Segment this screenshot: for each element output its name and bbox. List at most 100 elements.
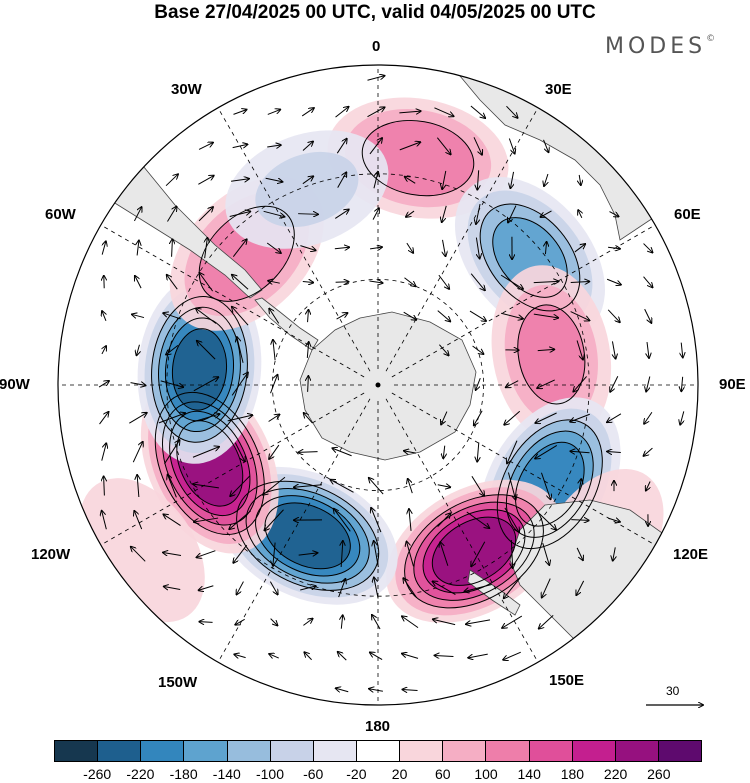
wind-vector-arrow <box>137 475 139 498</box>
wind-vector-arrow <box>535 412 557 423</box>
wind-vector-arrow <box>466 619 491 624</box>
wind-vector-arrow <box>372 615 381 630</box>
wind-vector-arrow <box>433 581 456 595</box>
meridian-line <box>385 398 539 663</box>
colorbar-tick-label: 180 <box>560 766 585 782</box>
wind-vector-arrow <box>404 451 417 453</box>
wind-vector-arrow <box>369 281 383 283</box>
wind-vector-arrow <box>338 579 346 598</box>
wind-vector-arrow <box>437 513 451 527</box>
wind-vector-arrow <box>102 511 107 530</box>
wind-vector-arrow <box>199 585 214 591</box>
wind-vector-arrow <box>542 578 551 598</box>
wind-vector-arrow <box>234 442 244 462</box>
anomaly-contour-line <box>245 487 370 584</box>
wind-vector-arrow <box>196 308 217 324</box>
wind-vector-arrow <box>443 239 446 256</box>
map-title: Base 27/04/2025 00 UTC, valid 04/05/2025… <box>154 2 596 23</box>
wind-vector-arrow <box>160 380 183 387</box>
wind-vector-arrow <box>539 615 554 628</box>
meridian-line <box>217 398 371 663</box>
wind-vector-arrow <box>263 476 286 494</box>
wind-vector-arrow <box>335 282 349 283</box>
wind-vector-arrow <box>437 310 451 322</box>
wind-vector-arrow <box>403 578 418 599</box>
brand-name: MODES <box>605 34 707 59</box>
wind-vector-arrow <box>298 452 318 453</box>
wind-vector-arrow <box>508 205 517 223</box>
wind-vector-arrow <box>535 510 556 529</box>
wind-vector-arrow <box>102 311 106 322</box>
wind-vector-arrow <box>307 342 308 358</box>
wind-vector-arrow <box>511 539 512 568</box>
wind-vector-arrow <box>537 349 555 350</box>
wind-vector-arrow <box>197 550 216 558</box>
wind-vector-arrow <box>194 517 219 522</box>
wind-vector-arrow <box>438 274 449 289</box>
wind-vector-arrow <box>172 239 173 257</box>
wind-vector-arrow <box>371 508 382 533</box>
wind-vector-arrow <box>404 277 415 287</box>
wind-vector-arrow <box>647 342 649 358</box>
colorbar-bin-5 <box>270 741 314 761</box>
wind-vector-arrow <box>607 413 622 422</box>
anomaly-contour-line <box>154 391 265 535</box>
wind-vector-arrow <box>336 313 348 320</box>
wind-vector-arrow <box>607 452 621 453</box>
wind-vector-arrow <box>199 273 214 292</box>
wind-vector-arrow <box>232 307 249 326</box>
wind-vector-arrow <box>273 340 275 361</box>
wind-vector-arrow <box>302 176 313 185</box>
wind-vector-arrow <box>232 275 249 290</box>
wind-vector-arrow <box>131 547 146 562</box>
wind-vector-arrow <box>263 210 285 216</box>
colorbar-bin-9 <box>443 741 487 761</box>
wind-vector-arrow <box>439 344 448 356</box>
colorbar-tick-label: 20 <box>391 766 408 782</box>
wind-vector-arrow <box>571 520 588 521</box>
wind-vector-arrow <box>477 442 479 461</box>
wind-vector-arrow <box>501 312 523 318</box>
wind-vector-arrow <box>540 472 550 499</box>
wind-vector-arrow <box>570 311 590 321</box>
wind-vector-arrow <box>608 247 620 249</box>
wind-vector-arrow <box>544 173 548 186</box>
wind-vector-arrow <box>166 344 179 354</box>
colorbar-tick-label: 260 <box>647 766 671 782</box>
wind-vector-arrow <box>579 174 581 185</box>
wind-vector-arrow <box>573 376 587 391</box>
wind-vector-arrow <box>540 210 552 217</box>
map-boundary <box>57 64 699 706</box>
wind-vectors <box>98 76 684 692</box>
polar-stereographic-map <box>57 64 750 740</box>
wind-vector-arrow <box>135 276 142 289</box>
colorbar-bin-10 <box>486 741 530 761</box>
wind-vector-arrow <box>680 411 684 424</box>
colorbar-bin-11 <box>529 741 573 761</box>
wind-vector-arrow <box>229 510 251 529</box>
wind-vector-arrow <box>132 314 145 317</box>
wind-vector-arrow <box>644 308 652 323</box>
wind-vector-arrow <box>607 518 620 522</box>
wind-vector-arrow <box>576 547 583 560</box>
wind-vector-arrow <box>137 241 139 256</box>
wind-vector-arrow <box>506 105 517 118</box>
colorbar-tick-label: 60 <box>435 766 451 782</box>
wind-vector-arrow <box>503 651 521 660</box>
wind-vector-arrow <box>474 410 483 426</box>
wind-vector-arrow <box>533 281 559 282</box>
meridian-line <box>100 392 365 546</box>
wind-vector-arrow <box>373 172 378 189</box>
wind-vector-arrow <box>504 410 521 424</box>
colorbar-bin-3 <box>184 741 228 761</box>
wind-vector-arrow <box>302 281 313 282</box>
wind-vector-arrow <box>609 211 618 217</box>
wind-vector-arrow <box>229 211 251 218</box>
wind-vector-arrow <box>612 341 615 358</box>
wind-vector-arrow <box>610 376 619 391</box>
wind-vector-arrow <box>308 310 309 323</box>
anomaly-contour-line <box>264 502 351 570</box>
wind-vector-arrow <box>269 654 279 658</box>
wind-vector-arrow <box>471 475 484 495</box>
wind-vector-arrow <box>235 618 245 624</box>
